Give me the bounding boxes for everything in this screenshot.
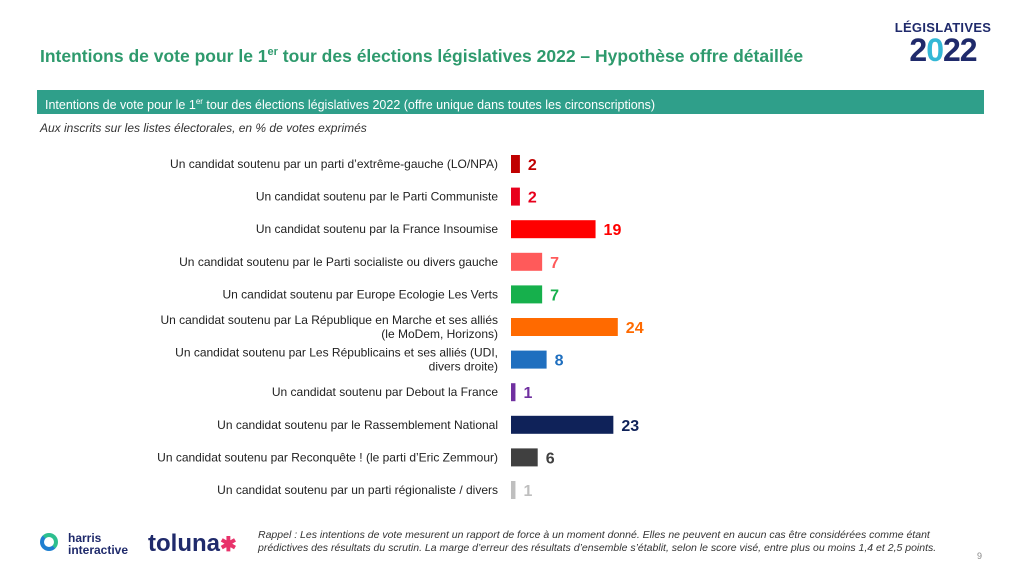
value-label: 1 (523, 385, 532, 402)
category-label: Un candidat soutenu par Les Républicains… (175, 346, 498, 360)
value-label: 7 (550, 287, 559, 304)
bar (511, 285, 543, 304)
category-label: Un candidat soutenu par le Parti Communi… (256, 190, 498, 204)
value-label: 1 (523, 483, 532, 500)
category-label: Un candidat soutenu par Debout la France (272, 385, 498, 399)
value-label: 23 (621, 418, 639, 435)
value-label: 8 (555, 353, 564, 370)
bar (511, 415, 614, 434)
bar-chart: Un candidat soutenu par un parti d’extrê… (157, 155, 644, 500)
bar (511, 481, 516, 499)
category-label: Un candidat soutenu par Reconquête ! (le… (157, 450, 498, 464)
value-label: 19 (604, 222, 622, 239)
value-label: 24 (626, 320, 644, 337)
bar (511, 383, 516, 402)
category-label: (le MoDem, Horizons) (381, 327, 498, 341)
bar (511, 318, 618, 336)
value-label: 6 (546, 450, 555, 467)
value-label: 2 (528, 157, 537, 174)
category-label: Un candidat soutenu par La République en… (160, 313, 498, 327)
category-label: Un candidat soutenu par un parti régiona… (217, 483, 498, 497)
bar (511, 155, 520, 173)
category-label: Un candidat soutenu par le Parti sociali… (179, 255, 498, 269)
category-label: Un candidat soutenu par Europe Ecologie … (222, 287, 498, 301)
bar (511, 220, 596, 239)
bar (511, 252, 543, 271)
chart-header-banner: Intentions de vote pour le 1er tour des … (37, 90, 984, 114)
category-label: Un candidat soutenu par un parti d’extrê… (170, 157, 498, 171)
page-number: 9 (977, 551, 983, 561)
category-label: Un candidat soutenu par la France Insoum… (256, 222, 498, 236)
bar (511, 350, 547, 369)
value-label: 2 (528, 190, 537, 207)
harris-interactive-logo: harris interactive (40, 532, 140, 560)
category-label: Un candidat soutenu par le Rassemblement… (217, 418, 498, 432)
category-label: divers droite) (429, 360, 498, 374)
harris-ring-icon (40, 533, 58, 551)
footer-note: Rappel : Les intentions de vote mesurent… (258, 529, 937, 554)
value-label: 7 (550, 255, 559, 272)
toluna-logo: toluna✱ (148, 530, 237, 557)
legislatives-2022-logo: LÉGISLATIVES 2022 (894, 20, 992, 68)
bar (511, 187, 520, 206)
chart-subtitle: Aux inscrits sur les listes électorales,… (40, 121, 367, 135)
bar (511, 448, 538, 467)
page-title: Intentions de vote pour le 1er tour des … (40, 46, 804, 66)
